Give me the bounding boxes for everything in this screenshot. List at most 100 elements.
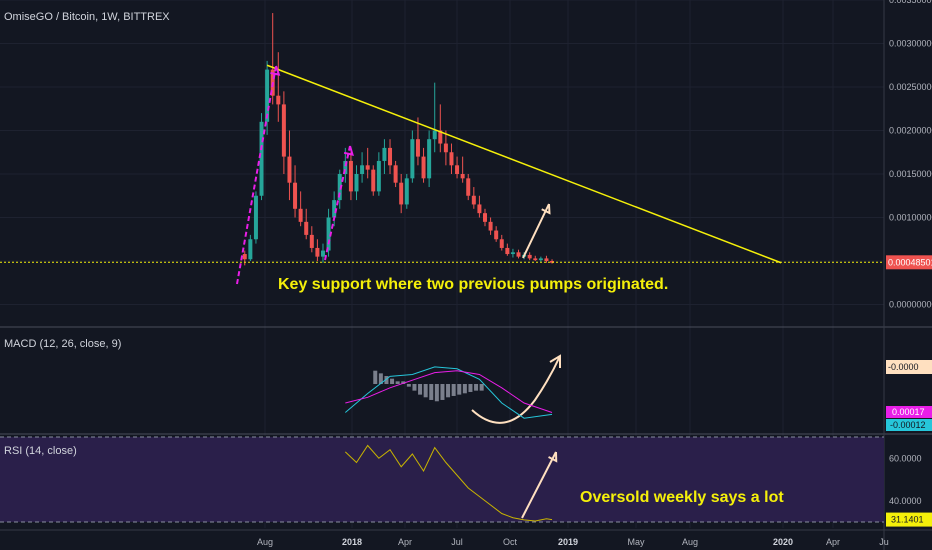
- macd-value-label: -0.0000: [888, 362, 919, 372]
- time-tick-label: Oct: [503, 537, 518, 547]
- macd-histogram-bar: [462, 384, 467, 394]
- projection-arrow-rsi-head: [548, 451, 558, 463]
- rsi-value-badge: [886, 512, 932, 527]
- candle-body: [438, 130, 443, 144]
- candle-body: [488, 221, 493, 231]
- macd-histogram-bar: [378, 373, 383, 384]
- candle-body: [527, 254, 532, 259]
- macd-histogram-bar: [395, 381, 400, 384]
- macd-histogram-bar: [418, 384, 423, 395]
- time-tick-label: Aug: [257, 537, 273, 547]
- rsi-band: [0, 437, 884, 522]
- signal-value-badge: [886, 406, 932, 418]
- rsi-band-layer: [0, 436, 884, 523]
- macd-histogram-bar: [429, 384, 434, 400]
- macd-curve-arrow-shaft: [471, 355, 561, 424]
- macd-line: [345, 366, 553, 419]
- candle-body: [482, 213, 487, 222]
- candle-body: [309, 234, 314, 248]
- macd-layer: [345, 366, 553, 419]
- projection-arrow-price-shaft: [522, 203, 550, 259]
- candle-body: [304, 221, 309, 235]
- candle-body: [281, 104, 286, 157]
- candle-body: [533, 258, 538, 261]
- time-tick-label: 2020: [773, 537, 793, 547]
- macd-histogram-bar: [440, 384, 445, 400]
- candle-body: [516, 252, 521, 257]
- price-tick-label: 0.00150000: [889, 169, 932, 179]
- candle-body: [388, 147, 393, 166]
- candle-body: [510, 252, 515, 255]
- candle-body: [376, 160, 381, 192]
- macd-histogram-bar: [423, 384, 428, 398]
- candle-body: [432, 130, 437, 140]
- support-annotation: Key support where two previous pumps ori…: [278, 276, 669, 293]
- price-tick-label: 0.00200000: [889, 126, 932, 136]
- candle-body: [343, 160, 348, 174]
- macd-histogram-bar: [451, 384, 456, 396]
- rsi-annotation: Oversold weekly says a lot: [580, 489, 784, 506]
- macd-histogram-bar: [479, 384, 484, 391]
- signal-value-label: 0.00017: [892, 407, 925, 417]
- time-tick-label: May: [627, 537, 645, 547]
- candle-body: [494, 230, 499, 240]
- pump-arrow-1-head: [270, 65, 281, 76]
- price-tick-label: 0.00300000: [889, 39, 932, 49]
- candle-body: [421, 156, 426, 179]
- hist-value-label: -0.00012: [890, 420, 926, 430]
- pump-arrow-1-shaft: [236, 65, 277, 285]
- macd-signal-line: [345, 370, 553, 413]
- hist-value-badge: [886, 419, 932, 431]
- candle-body: [466, 178, 471, 196]
- candle-body: [499, 239, 504, 248]
- candle-body: [538, 258, 543, 261]
- candle-body: [365, 165, 370, 170]
- macd-histogram-bar: [384, 376, 389, 384]
- candle-body: [348, 160, 353, 192]
- time-tick-label: Apr: [398, 537, 412, 547]
- candle-body: [298, 208, 303, 222]
- rsi-layer: [344, 444, 553, 522]
- last-price-label: 0.00048501: [888, 257, 932, 267]
- candle-body: [393, 165, 398, 183]
- candle-body: [265, 69, 270, 122]
- descending-trendline: [266, 64, 782, 264]
- candle-body: [477, 204, 482, 214]
- rsi-title: RSI (14, close): [4, 445, 77, 457]
- candle-body: [259, 121, 264, 196]
- candle-body: [354, 174, 359, 192]
- axis-layer: 0.00350000 0.00300000 0.00250000 0.00200000…: [257, 0, 932, 547]
- candle-body: [360, 165, 365, 174]
- symbol-title: OmiseGO / Bitcoin, 1W, BITTREX: [4, 11, 170, 23]
- candle-body: [505, 247, 510, 255]
- macd-histogram-bar: [474, 384, 479, 391]
- rsi-tick-label: 40.0000: [889, 496, 922, 506]
- last-price-badge: [886, 255, 932, 270]
- candle-body: [404, 178, 409, 205]
- projection-arrow-rsi-shaft: [521, 451, 557, 519]
- candle-body: [455, 165, 460, 174]
- macd-histogram-bar: [434, 384, 439, 402]
- macd-histogram-bar: [446, 384, 451, 398]
- candle-body: [544, 258, 549, 261]
- candle-body: [449, 152, 454, 166]
- candle-body: [242, 254, 247, 260]
- candle-body: [315, 247, 320, 257]
- time-tick-label: Aug: [682, 537, 698, 547]
- candle-body: [371, 169, 376, 192]
- candle-body: [326, 217, 331, 251]
- candle-body: [276, 95, 281, 105]
- overlay-lines-layer: [0, 64, 884, 519]
- price-tick-label: 0.00100000: [889, 213, 932, 223]
- rsi-line: [344, 444, 553, 522]
- candle-body: [460, 174, 465, 179]
- candle-body: [410, 139, 415, 179]
- pump-arrow-2-shaft: [324, 145, 351, 261]
- candle-body: [287, 156, 292, 183]
- macd-title: MACD (12, 26, close, 9): [4, 338, 122, 350]
- candle-body: [471, 195, 476, 205]
- candle-body: [427, 139, 432, 179]
- price-tick-label: 0.00350000: [889, 0, 932, 5]
- price-tick-label: 0.00000000: [889, 300, 932, 310]
